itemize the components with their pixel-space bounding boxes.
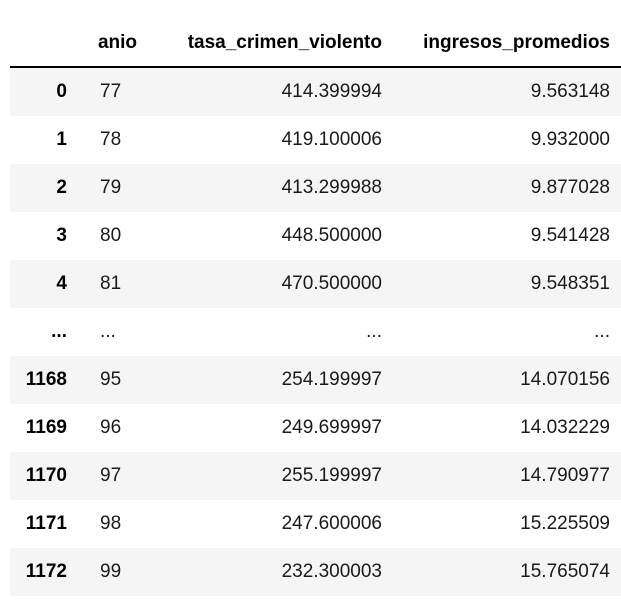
row-index: 1172 — [25, 561, 67, 582]
table-row: 4 81 470.500000 9.548351 — [10, 260, 621, 308]
anio-cell: 81 — [100, 273, 122, 294]
anio-cell: 78 — [100, 129, 122, 150]
dataframe-table: anio tasa_crimen_violento ingresos_prome… — [10, 20, 621, 596]
table-body: 0 77 414.399994 9.563148 1 78 419.100006… — [10, 67, 621, 596]
header-row: anio tasa_crimen_violento ingresos_prome… — [10, 20, 621, 68]
row-index-ellipsis: ... — [51, 321, 67, 342]
dataframe-output: anio tasa_crimen_violento ingresos_prome… — [10, 20, 621, 596]
tasa-cell: 249.699997 — [281, 417, 382, 438]
anio-cell: 97 — [100, 465, 122, 486]
row-index: 1168 — [25, 369, 67, 390]
ingresos-cell: 9.932000 — [530, 129, 610, 150]
table-row: 3 80 448.500000 9.541428 — [10, 212, 621, 260]
table-row: 0 77 414.399994 9.563148 — [10, 67, 621, 116]
tasa-cell: 232.300003 — [281, 561, 382, 582]
ingresos-cell: 15.225509 — [520, 513, 610, 534]
tasa-cell: 419.100006 — [281, 129, 382, 150]
ingresos-cell: 9.877028 — [530, 177, 610, 198]
tasa-cell: 413.299988 — [281, 177, 382, 198]
anio-cell-ellipsis: ... — [100, 321, 116, 342]
ingresos-cell: 9.541428 — [530, 225, 610, 246]
ingresos-cell-ellipsis: ... — [594, 321, 610, 342]
anio-cell: 77 — [100, 81, 122, 102]
ingresos-cell: 9.563148 — [530, 81, 610, 102]
anio-column-header: anio — [78, 20, 148, 68]
table-header: anio tasa_crimen_violento ingresos_prome… — [10, 20, 621, 68]
ingresos-cell: 9.548351 — [530, 273, 610, 294]
row-index: 0 — [56, 81, 67, 102]
anio-cell: 95 — [100, 369, 122, 390]
table-row: 2 79 413.299988 9.877028 — [10, 164, 621, 212]
tasa-cell: 247.600006 — [281, 513, 382, 534]
row-index: 2 — [56, 177, 67, 198]
tasa-cell: 414.399994 — [281, 81, 382, 102]
anio-cell: 80 — [100, 225, 122, 246]
index-column-header — [10, 20, 78, 68]
row-index: 3 — [56, 225, 67, 246]
table-row: 1171 98 247.600006 15.225509 — [10, 500, 621, 548]
tasa-cell: 448.500000 — [281, 225, 382, 246]
tasa-cell-ellipsis: ... — [366, 321, 382, 342]
tasa-crimen-violento-column-header: tasa_crimen_violento — [148, 20, 393, 68]
tasa-cell: 470.500000 — [281, 273, 382, 294]
ellipsis-row: ... ... ... ... — [10, 308, 621, 356]
ingresos-cell: 15.765074 — [520, 561, 610, 582]
table-row: 1 78 419.100006 9.932000 — [10, 116, 621, 164]
table-row: 1168 95 254.199997 14.070156 — [10, 356, 621, 404]
row-index: 1169 — [25, 417, 67, 438]
row-index: 4 — [56, 273, 67, 294]
table-row: 1172 99 232.300003 15.765074 — [10, 548, 621, 596]
row-index: 1 — [56, 129, 67, 150]
anio-cell: 98 — [100, 513, 122, 534]
table-row: 1170 97 255.199997 14.790977 — [10, 452, 621, 500]
row-index: 1170 — [25, 465, 67, 486]
anio-cell: 96 — [100, 417, 122, 438]
ingresos-promedios-column-header: ingresos_promedios — [393, 20, 621, 68]
tasa-cell: 255.199997 — [281, 465, 382, 486]
row-index: 1171 — [25, 513, 67, 534]
ingresos-cell: 14.032229 — [520, 417, 610, 438]
anio-cell: 79 — [100, 177, 122, 198]
anio-cell: 99 — [100, 561, 122, 582]
ingresos-cell: 14.070156 — [520, 369, 610, 390]
tasa-cell: 254.199997 — [281, 369, 382, 390]
ingresos-cell: 14.790977 — [520, 465, 610, 486]
table-row: 1169 96 249.699997 14.032229 — [10, 404, 621, 452]
